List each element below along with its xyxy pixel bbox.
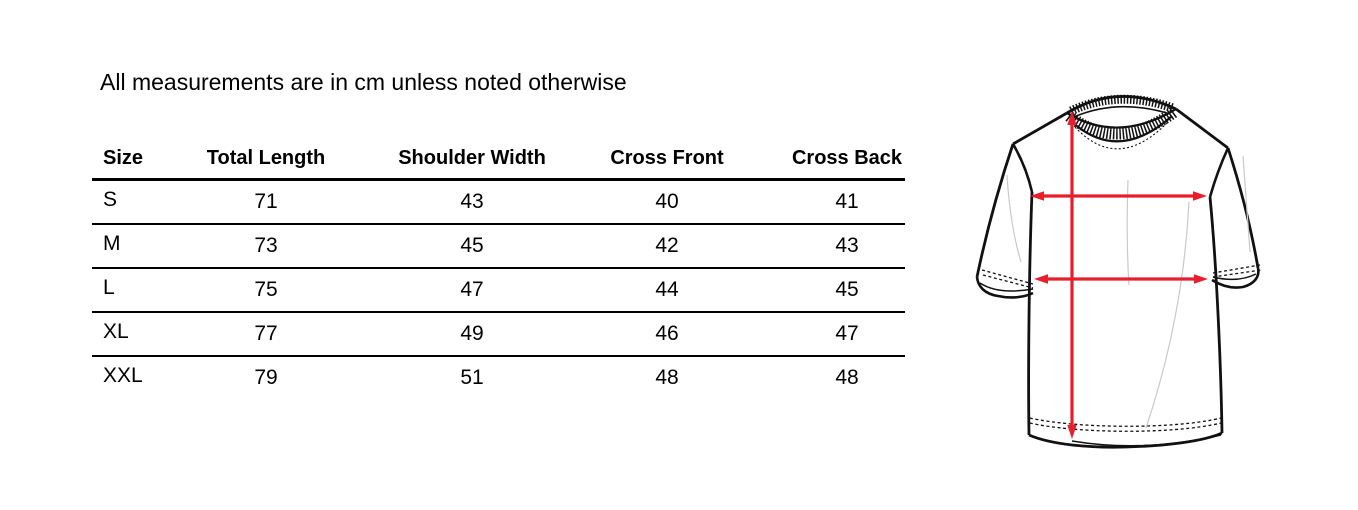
column-header-total-length: Total Length xyxy=(206,147,326,169)
measurement-note: All measurements are in cm unless noted … xyxy=(100,69,627,95)
cross-back-value: 45 xyxy=(835,278,859,301)
collar-front-ribbing xyxy=(1065,107,1178,140)
measurement-arrows xyxy=(1030,111,1208,439)
total-length-value: 71 xyxy=(254,190,278,213)
table-row-l: L 75 47 44 45 xyxy=(92,269,905,313)
left-shoulder-seam xyxy=(1012,111,1068,146)
total-length-arrowhead-top xyxy=(1067,111,1077,125)
right-body-side xyxy=(1208,196,1224,434)
hem-stitch-line xyxy=(1029,422,1222,432)
hem-fold-line xyxy=(1071,434,1222,447)
left-sleeve-outer-edge xyxy=(975,143,1015,278)
size-label: XL xyxy=(103,320,129,343)
cross-front-value: 42 xyxy=(655,234,679,257)
total-length-arrowhead-bottom xyxy=(1067,425,1077,439)
table-row-xl: XL 77 49 46 47 xyxy=(92,313,905,357)
total-length-value: 79 xyxy=(254,366,278,389)
total-length-value: 75 xyxy=(254,278,278,301)
cross-front-value: 40 xyxy=(655,190,679,213)
cross-front-value: 46 xyxy=(655,322,679,345)
right-sleeve-outer-edge xyxy=(1226,147,1260,269)
waist-width-arrowhead-left xyxy=(1034,274,1048,284)
size-label: L xyxy=(103,276,115,299)
shoulder-width-value: 43 xyxy=(460,190,484,213)
table-row-xxl: XXL 79 51 48 48 xyxy=(92,357,905,399)
shoulder-width-value: 47 xyxy=(460,278,484,301)
column-header-cross-back: Cross Back xyxy=(791,147,903,169)
size-table: Size Total Length Shoulder Width Cross F… xyxy=(92,138,905,399)
fabric-creases xyxy=(1006,155,1251,429)
left-sleeve-crease xyxy=(1006,174,1022,263)
shoulder-width-value: 49 xyxy=(460,322,484,345)
right-cuff-stitching xyxy=(1212,264,1261,274)
collar xyxy=(1065,94,1178,150)
right-cuff-bottom xyxy=(1211,267,1260,289)
left-sleeve xyxy=(975,143,1034,299)
shoulder-width-value: 51 xyxy=(460,366,484,389)
cross-back-value: 47 xyxy=(835,322,859,345)
column-header-shoulder-width: Shoulder Width xyxy=(398,147,546,169)
right-sleeve xyxy=(1211,147,1262,289)
cross-front-value: 48 xyxy=(655,366,679,389)
collar-back-ribbing xyxy=(1069,94,1175,116)
left-cuff-bottom xyxy=(975,276,1034,299)
chest-crease xyxy=(1126,179,1130,286)
table-header-row: Size Total Length Shoulder Width Cross F… xyxy=(92,138,905,181)
hem-stitching xyxy=(1029,417,1222,432)
right-armhole xyxy=(1208,147,1230,198)
body-crease xyxy=(1145,201,1190,429)
right-cuff-fold xyxy=(1212,273,1257,281)
table-row-s: S 71 43 40 41 xyxy=(92,181,905,225)
chest-width-arrowhead-right xyxy=(1193,191,1207,201)
hem-stitch-line xyxy=(1029,417,1222,427)
size-label: M xyxy=(103,232,121,255)
left-cuff-fold xyxy=(979,282,1034,292)
table-row-m: M 73 45 42 43 xyxy=(92,225,905,269)
total-length-value: 77 xyxy=(254,322,278,345)
tshirt-diagram xyxy=(975,94,1262,449)
cross-back-value: 43 xyxy=(835,234,859,257)
collar-back-inner-edge xyxy=(1073,105,1171,118)
right-cuff-stitching xyxy=(1212,269,1262,278)
left-body-side xyxy=(1027,191,1034,436)
right-shoulder-seam xyxy=(1175,107,1229,150)
right-sleeve-crease xyxy=(1242,155,1251,253)
collar-stitching xyxy=(1074,121,1169,150)
size-label: XXL xyxy=(103,364,143,387)
chest-width-arrowhead-left xyxy=(1030,191,1044,201)
left-armhole xyxy=(1011,143,1034,193)
cross-back-value: 48 xyxy=(835,366,859,389)
size-label: S xyxy=(103,188,118,211)
cross-back-value: 41 xyxy=(835,190,859,213)
column-header-size: Size xyxy=(103,147,144,169)
tshirt-outline xyxy=(1011,107,1230,449)
collar-front-inner-edge xyxy=(1070,115,1173,143)
total-length-value: 73 xyxy=(254,234,278,257)
column-header-cross-front: Cross Front xyxy=(610,147,724,169)
shoulder-width-value: 45 xyxy=(460,234,484,257)
cross-front-value: 44 xyxy=(655,278,679,301)
waist-width-arrowhead-right xyxy=(1194,274,1208,284)
